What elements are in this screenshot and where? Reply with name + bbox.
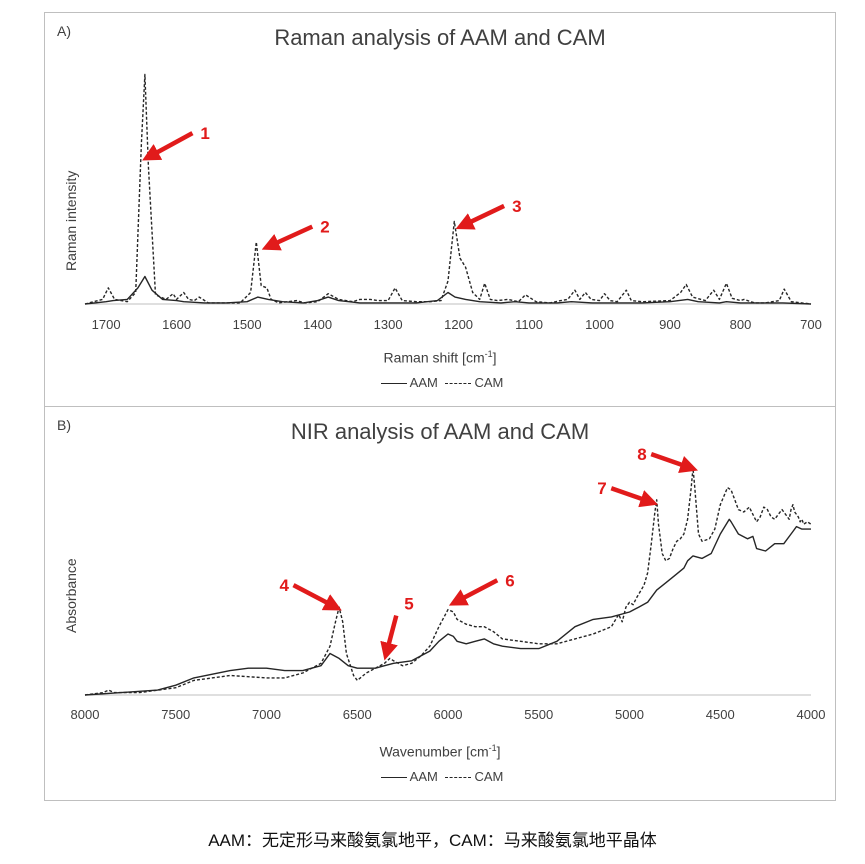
annotation-arrow-5 (380, 614, 399, 661)
panel-label-a: A) (57, 23, 71, 39)
legend-cam: CAM (474, 769, 504, 784)
x-tick-label: 6500 (343, 707, 372, 722)
x-tick-label: 1700 (92, 317, 121, 332)
legend-aam: AAM (409, 375, 438, 390)
annotation-label-8: 8 (637, 445, 646, 464)
legend-dashed-line (445, 777, 472, 779)
legend-solid-line (380, 383, 407, 385)
x-tick-label: 5000 (615, 707, 644, 722)
x-tick-label: 8000 (71, 707, 100, 722)
raman-x-axis-label: Raman shift [cm-1] (383, 349, 497, 366)
annotation-label-4: 4 (279, 576, 289, 595)
x-tick-label: 1300 (374, 317, 403, 332)
nir-y-axis-label: Absorbance (63, 558, 79, 633)
legend-cam: CAM (474, 375, 504, 390)
x-tick-label: 1200 (444, 317, 473, 332)
series-line-aam (84, 518, 811, 696)
legend-dashed-line (445, 383, 472, 385)
x-tick-label: 900 (659, 317, 681, 332)
x-tick-label: 1500 (233, 317, 262, 332)
raman-chart: 1700 1600 1500 1400 1300 1200 1100 1000 900 800 70… (84, 73, 822, 332)
x-tick-label: 1400 (303, 317, 332, 332)
annotation-label-6: 6 (505, 571, 514, 590)
x-tick-label: 800 (730, 317, 752, 332)
legend-solid-line (380, 777, 407, 779)
x-tick-label: 1100 (515, 317, 543, 332)
x-tick-label: 6000 (434, 707, 463, 722)
legend-aam: AAM (409, 769, 438, 784)
annotation-label-5: 5 (404, 595, 413, 614)
series-line-cam (84, 73, 812, 305)
x-tick-label: 1000 (585, 317, 614, 332)
annotation-arrow-6 (448, 578, 499, 606)
series-line-cam (84, 467, 812, 696)
nir-chart-title: NIR analysis of AAM and CAM (290, 419, 590, 444)
nir-chart: 8000 7500 7000 6500 6000 5500 5000 4500 4000 4 5 6 7… (71, 445, 826, 722)
figure-caption: AAM：无定形马来酸氨氯地平，CAM：马来酸氨氯地平晶体 (208, 831, 657, 850)
raman-legend: AAM CAM (45, 375, 835, 390)
raman-panel: 1700 1600 1500 1400 1300 1200 1100 1000 900 800 70… (44, 12, 836, 407)
annotation-label-7: 7 (597, 479, 606, 498)
annotation-arrow-3 (455, 203, 506, 230)
series-line-aam (84, 275, 812, 305)
annotation-arrow-1 (142, 131, 194, 161)
annotation-arrow-8 (650, 451, 699, 474)
x-tick-label: 7000 (252, 707, 281, 722)
raman-chart-title: Raman analysis of AAM and CAM (274, 25, 606, 50)
nir-legend: AAM CAM (45, 769, 835, 784)
annotation-arrow-2 (261, 224, 314, 251)
x-tick-label: 4500 (706, 707, 735, 722)
annotation-arrow-7 (610, 486, 659, 508)
x-tick-label: 5500 (524, 707, 553, 722)
raman-y-axis-label: Raman intensity (63, 170, 79, 271)
panel-label-b: B) (57, 417, 71, 433)
x-tick-label: 1600 (162, 317, 191, 332)
annotation-arrow-4 (292, 583, 342, 611)
nir-panel: 8000 7500 7000 6500 6000 5500 5000 4500 4000 4 5 6 7… (44, 406, 836, 801)
nir-x-axis-label: Wavenumber [cm-1] (379, 743, 501, 760)
x-tick-label: 700 (800, 317, 822, 332)
x-tick-label: 4000 (797, 707, 826, 722)
annotation-label-1: 1 (200, 124, 209, 143)
x-tick-label: 7500 (161, 707, 190, 722)
annotation-label-2: 2 (320, 218, 329, 237)
annotation-label-3: 3 (512, 197, 521, 216)
